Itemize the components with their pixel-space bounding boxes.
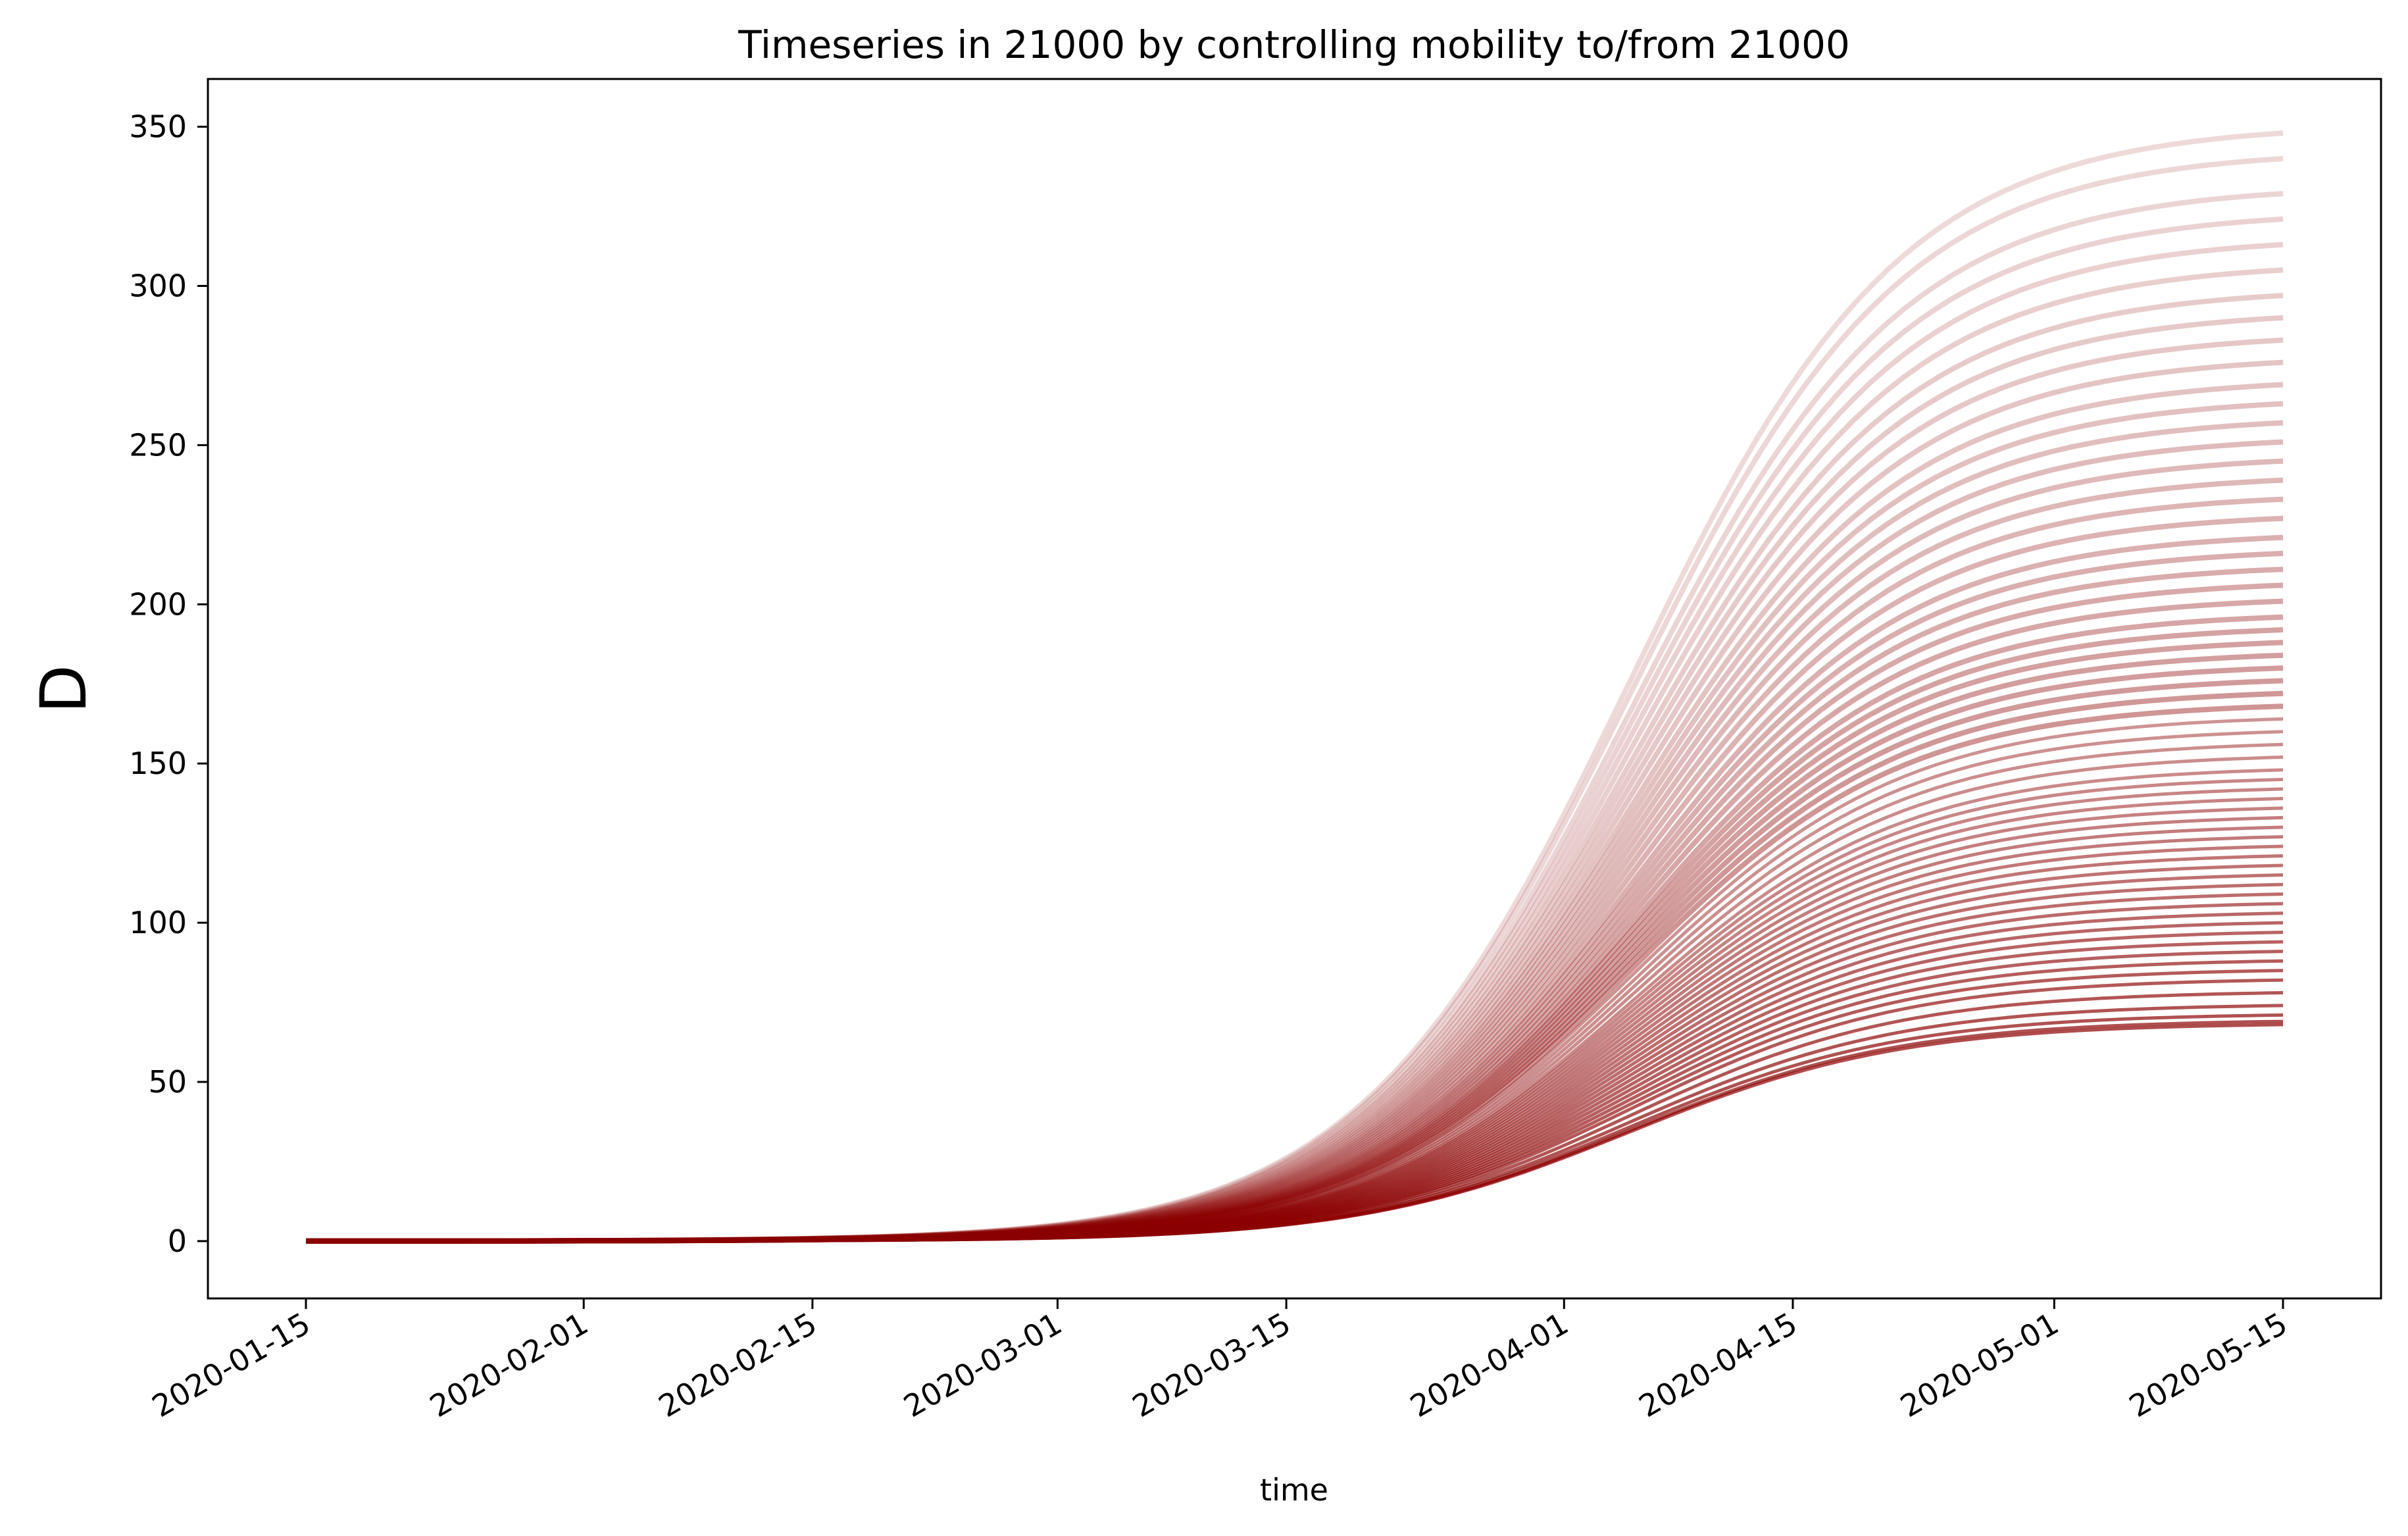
plot-frame [207, 78, 2382, 1300]
series-line [306, 1023, 2284, 1243]
x-axis-label: time [1260, 1472, 1328, 1508]
y-tick-label: 50 [148, 1064, 187, 1100]
y-axis-label: D [27, 665, 101, 713]
y-tick-label: 350 [129, 109, 187, 145]
y-tick-label: 250 [129, 427, 187, 463]
y-tick-label: 150 [129, 746, 187, 781]
series-layer [305, 130, 2284, 1244]
y-tick-label: 100 [129, 905, 187, 940]
y-tick-label: 300 [129, 268, 187, 303]
y-tick-label: 0 [168, 1223, 187, 1259]
y-tick-label: 200 [129, 586, 187, 622]
chart-title: Timeseries in 21000 by controlling mobil… [738, 22, 1850, 67]
